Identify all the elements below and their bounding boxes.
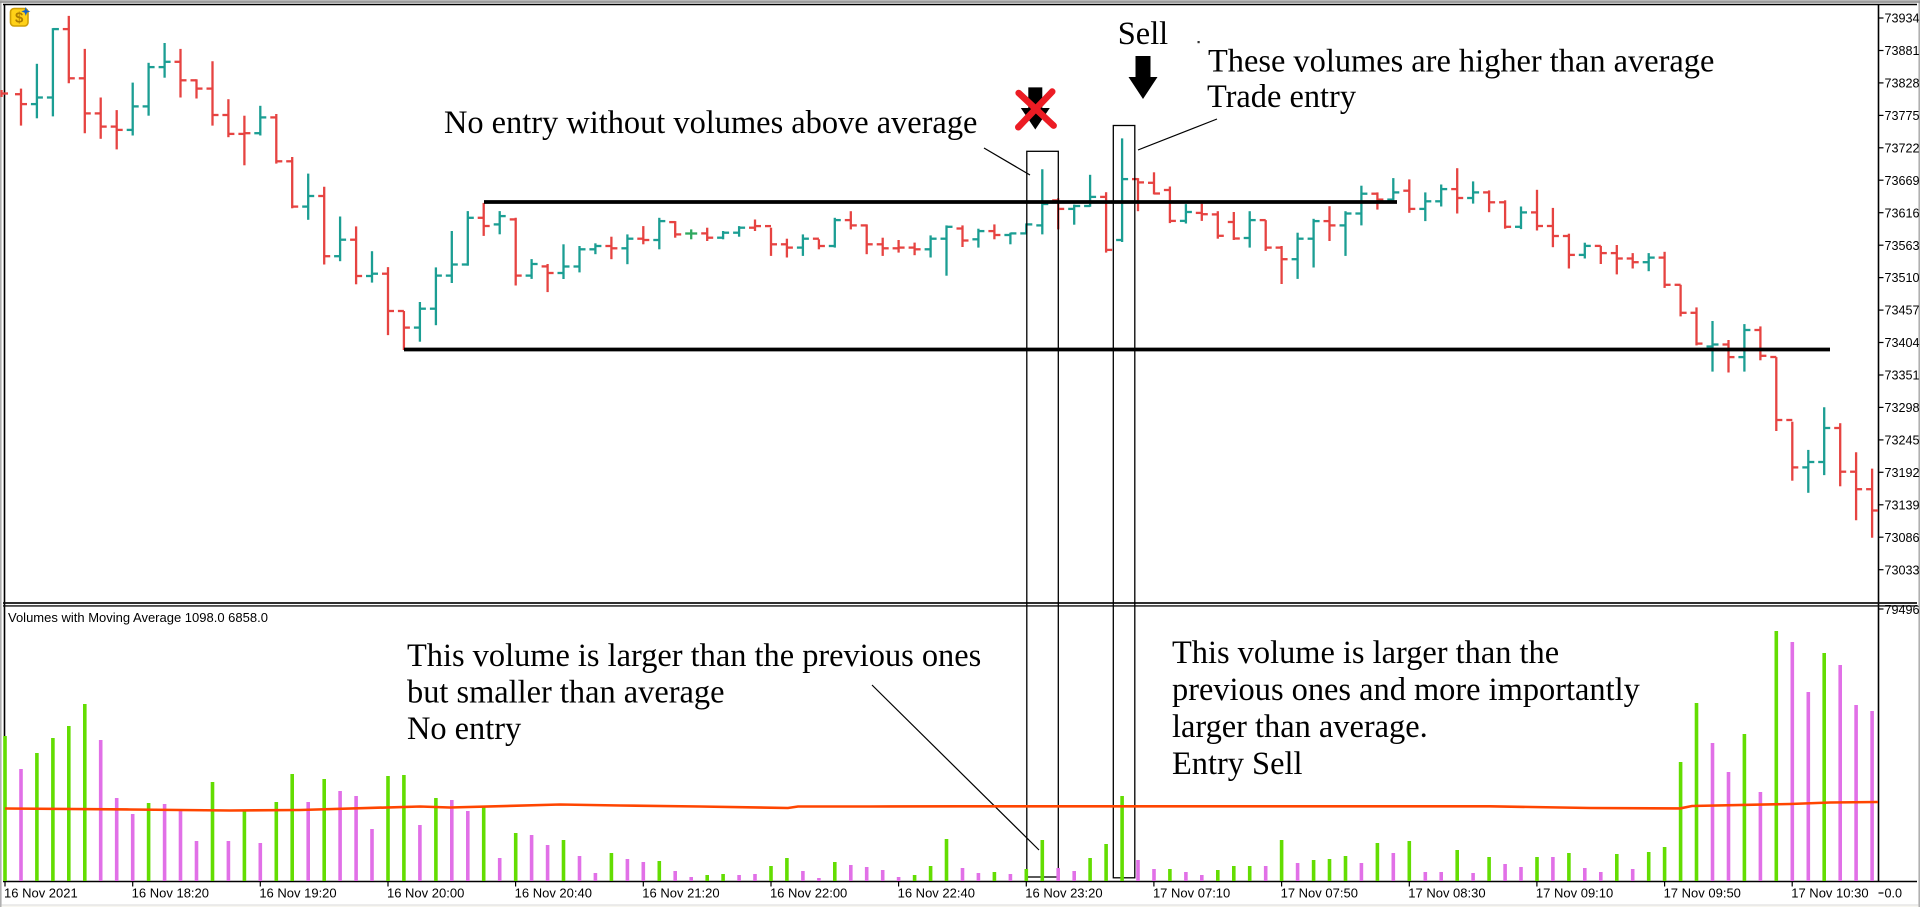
svg-text:73934: 73934 (1885, 12, 1920, 26)
svg-text:73086: 73086 (1885, 531, 1920, 545)
svg-text:73351: 73351 (1885, 369, 1920, 383)
svg-text:This volume is larger than the: This volume is larger than the (1172, 635, 1559, 671)
svg-text:No entry without volumes above: No entry without volumes above average (444, 105, 977, 141)
svg-text:73722: 73722 (1885, 141, 1920, 155)
svg-text:16 Nov 23:20: 16 Nov 23:20 (1025, 885, 1102, 900)
svg-text:73510: 73510 (1885, 271, 1920, 285)
svg-text:Volumes with Moving Average 10: Volumes with Moving Average 1098.0 6858.… (8, 610, 268, 625)
svg-text:but smaller than average: but smaller than average (407, 675, 724, 711)
svg-text:17 Nov 08:30: 17 Nov 08:30 (1408, 885, 1485, 900)
svg-text:16 Nov 19:20: 16 Nov 19:20 (259, 885, 336, 900)
svg-text:previous ones and more importa: previous ones and more importantly (1172, 672, 1641, 708)
svg-text:Trade entry: Trade entry (1207, 79, 1357, 115)
svg-text:This volume is larger than the: This volume is larger than the previous … (407, 638, 981, 674)
svg-text:17 Nov 07:50: 17 Nov 07:50 (1281, 885, 1358, 900)
svg-text:73245: 73245 (1885, 433, 1920, 447)
svg-text:16 Nov 2021: 16 Nov 2021 (4, 885, 78, 900)
svg-text:16 Nov 20:00: 16 Nov 20:00 (387, 885, 464, 900)
svg-text:73669: 73669 (1885, 174, 1920, 188)
svg-text:73033: 73033 (1885, 563, 1920, 577)
svg-text:17 Nov 07:10: 17 Nov 07:10 (1153, 885, 1230, 900)
svg-text:0.0: 0.0 (1885, 886, 1903, 900)
svg-text:16 Nov 22:40: 16 Nov 22:40 (898, 885, 975, 900)
svg-text:$: $ (15, 10, 24, 27)
svg-text:17 Nov 10:30: 17 Nov 10:30 (1791, 885, 1868, 900)
svg-text:No entry: No entry (407, 711, 522, 747)
svg-text:73828: 73828 (1885, 77, 1920, 91)
svg-text:73616: 73616 (1885, 206, 1920, 220)
svg-text:73775: 73775 (1885, 109, 1920, 123)
svg-text:16 Nov 22:00: 16 Nov 22:00 (770, 885, 847, 900)
svg-text:73192: 73192 (1885, 466, 1920, 480)
svg-text:73404: 73404 (1885, 336, 1920, 350)
svg-text:17 Nov 09:10: 17 Nov 09:10 (1536, 885, 1613, 900)
svg-text:16 Nov 20:40: 16 Nov 20:40 (515, 885, 592, 900)
svg-text:16 Nov 21:20: 16 Nov 21:20 (642, 885, 719, 900)
svg-text:73139: 73139 (1885, 498, 1920, 512)
svg-text:79496: 79496 (1885, 603, 1920, 617)
svg-text:73563: 73563 (1885, 239, 1920, 253)
svg-text:16 Nov 18:20: 16 Nov 18:20 (132, 885, 209, 900)
svg-text:These volumes are higher than: These volumes are higher than average (1208, 44, 1714, 80)
svg-text:73298: 73298 (1885, 401, 1920, 415)
svg-text:73881: 73881 (1885, 44, 1920, 58)
svg-text:Sell: Sell (1118, 16, 1168, 52)
svg-text:larger than average.: larger than average. (1172, 709, 1428, 745)
svg-text:Entry Sell: Entry Sell (1172, 746, 1302, 782)
svg-text:17 Nov 09:50: 17 Nov 09:50 (1664, 885, 1741, 900)
svg-text:73457: 73457 (1885, 304, 1920, 318)
